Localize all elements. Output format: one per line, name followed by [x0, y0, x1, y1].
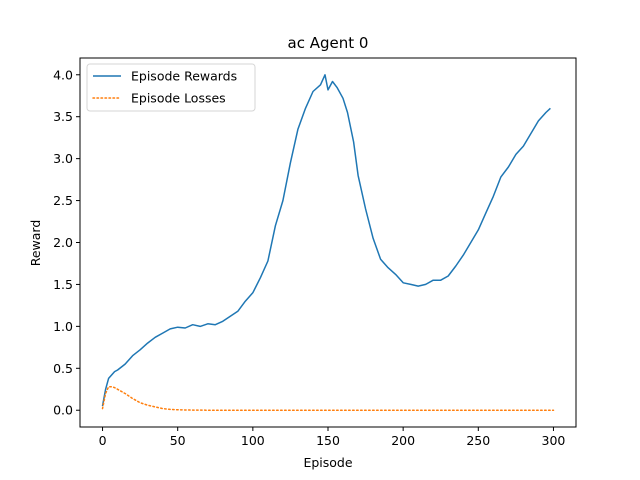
x-tick-label: 0	[99, 433, 107, 448]
x-tick-label: 300	[542, 433, 566, 448]
y-tick-label: 1.0	[53, 319, 73, 334]
axes: 0 50 100 150 200 250 300 0.0 0.5 1.0 1.5 2.0 2.5 3.0 3…	[53, 67, 565, 448]
y-tick-label: 0.5	[53, 361, 73, 376]
chart-title: ac Agent 0	[288, 34, 369, 52]
x-axis-label: Episode	[303, 455, 352, 470]
series-line-1	[101, 74, 551, 407]
legend: Episode Rewards Episode Losses	[86, 63, 256, 112]
legend-label: Episode Rewards	[131, 69, 237, 84]
y-tick-label: 4.0	[53, 67, 73, 82]
legend-label: Episode Losses	[131, 91, 226, 106]
plot-area	[101, 74, 555, 411]
x-tick-label: 150	[316, 433, 340, 448]
y-tick-label: 0.0	[53, 403, 73, 418]
y-tick-label: 1.5	[53, 277, 73, 292]
x-tick-label: 50	[170, 433, 186, 448]
x-tick-label: 250	[466, 433, 490, 448]
y-tick-label: 2.0	[53, 235, 73, 250]
y-tick-label: 3.0	[53, 151, 73, 166]
y-tick-label: 3.5	[53, 109, 73, 124]
legend-box	[86, 63, 256, 112]
series-line-2	[101, 385, 555, 411]
y-axis-label: Reward	[28, 220, 43, 267]
x-tick-label: 100	[241, 433, 265, 448]
x-tick-label: 200	[391, 433, 415, 448]
y-tick-label: 2.5	[53, 193, 73, 208]
